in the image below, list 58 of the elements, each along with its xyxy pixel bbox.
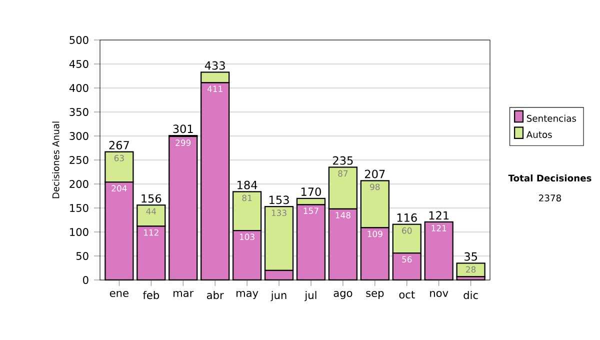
- total-label: 235: [333, 156, 353, 165]
- data-label: 63: [114, 154, 124, 162]
- data-label: 112: [144, 229, 158, 236]
- total-label: 121: [429, 211, 449, 220]
- x-tick-label: sep: [366, 290, 384, 300]
- total-label: 116: [397, 213, 417, 222]
- x-tick-label: dic: [464, 290, 478, 300]
- data-label: 204: [112, 185, 127, 192]
- total-label: 207: [365, 170, 385, 178]
- x-tick-label: nov: [430, 290, 448, 298]
- data-label: 103: [240, 234, 254, 240]
- x-tick-label: oct: [399, 290, 415, 299]
- y-tick-label: 450: [69, 60, 88, 68]
- y-tick-label: 500: [70, 36, 88, 44]
- y-tick-label: 50: [76, 252, 88, 260]
- total-label: 170: [301, 187, 321, 196]
- x-tick-label: jul: [304, 290, 316, 302]
- total-label: 301: [173, 124, 193, 134]
- data-label: 98: [370, 184, 380, 190]
- text: Total Decisiones: [508, 174, 592, 182]
- y-tick-label: 400: [69, 84, 88, 92]
- x-tick-label: feb: [142, 290, 160, 300]
- data-label: 411: [207, 86, 222, 92]
- y-tick-label: 100: [70, 228, 88, 236]
- y-axis-title: Decisiones Anual: [52, 122, 60, 198]
- y-tick-label: 250: [70, 156, 88, 164]
- data-label: 28: [466, 266, 476, 273]
- x-tick-label: abr: [206, 290, 224, 300]
- legend-label: Sentencias: [526, 114, 576, 122]
- data-label: 133: [272, 210, 286, 216]
- data-label: 109: [368, 230, 382, 238]
- y-tick-label: 350: [70, 108, 88, 116]
- data-label: 60: [402, 227, 412, 234]
- total-label: 153: [270, 196, 289, 204]
- total-label: 267: [109, 140, 129, 150]
- data-label: 121: [432, 225, 446, 232]
- y-tick-label: 300: [70, 132, 88, 140]
- y-tick-label: 150: [70, 204, 88, 212]
- x-tick-label: jun: [270, 290, 286, 302]
- total-label: 184: [238, 180, 258, 190]
- y-tick-label: 200: [70, 180, 88, 188]
- x-tick-label: mar: [174, 290, 194, 298]
- x-tick-label: ago: [334, 290, 352, 300]
- data-label: 56: [402, 256, 412, 263]
- data-label: 299: [176, 140, 191, 146]
- data-label: 157: [304, 208, 318, 214]
- x-tick-label: ene: [110, 290, 128, 298]
- data-label: 87: [338, 170, 348, 177]
- data-label: 148: [336, 212, 350, 218]
- total-label: 35: [464, 252, 477, 261]
- total-label: 433: [204, 61, 225, 70]
- data-label: 44: [146, 208, 156, 214]
- legend-label: Autos: [526, 131, 552, 138]
- text: 2378: [539, 194, 561, 202]
- y-tick-label: 0: [83, 276, 88, 284]
- total-label: 156: [142, 194, 162, 203]
- x-tick-label: may: [236, 290, 258, 300]
- data-label: 81: [242, 194, 252, 202]
